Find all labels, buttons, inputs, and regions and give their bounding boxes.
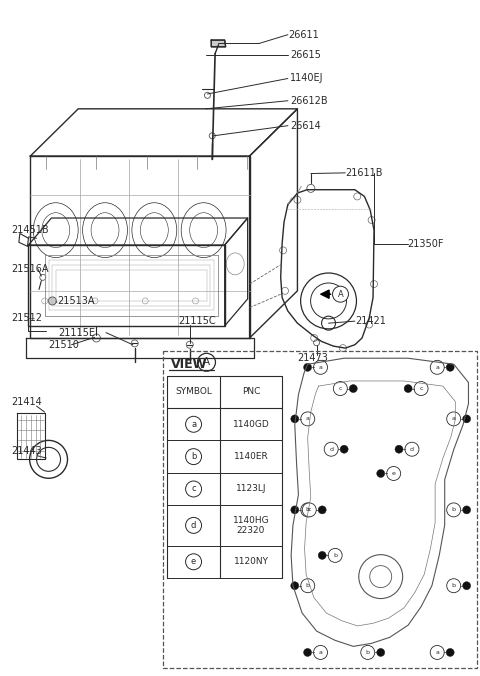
Circle shape [447, 503, 461, 517]
Text: d: d [410, 447, 414, 452]
Circle shape [303, 648, 312, 656]
Circle shape [313, 646, 327, 659]
Circle shape [302, 503, 316, 517]
Circle shape [186, 554, 202, 570]
Text: 1123LJ: 1123LJ [236, 485, 266, 493]
Circle shape [328, 548, 342, 562]
Text: A: A [203, 357, 210, 367]
Circle shape [447, 579, 461, 593]
Circle shape [349, 385, 357, 393]
Text: 26611: 26611 [288, 30, 319, 40]
Circle shape [291, 415, 299, 423]
Text: b: b [452, 508, 456, 512]
Circle shape [395, 445, 403, 453]
Circle shape [405, 442, 419, 456]
Circle shape [414, 381, 428, 395]
Circle shape [324, 442, 338, 456]
Text: 21473: 21473 [298, 354, 328, 363]
Circle shape [291, 582, 299, 589]
Text: 21451B: 21451B [11, 225, 49, 235]
Text: a: a [319, 365, 323, 370]
Text: c: c [308, 508, 311, 512]
Text: 26614: 26614 [290, 121, 321, 130]
Text: 21115C: 21115C [178, 316, 216, 326]
Circle shape [318, 552, 326, 559]
Circle shape [186, 481, 202, 497]
Text: a: a [191, 420, 196, 429]
Text: VIEW: VIEW [170, 358, 207, 371]
Circle shape [333, 286, 348, 302]
Text: b: b [306, 583, 310, 588]
Text: 1140GD: 1140GD [233, 420, 269, 429]
Text: b: b [191, 452, 196, 461]
Text: 21350F: 21350F [408, 239, 444, 249]
Circle shape [301, 503, 315, 517]
Text: a: a [435, 650, 439, 655]
Text: d: d [191, 521, 196, 530]
Text: 1140ER: 1140ER [234, 452, 268, 461]
Circle shape [463, 506, 470, 514]
Circle shape [198, 354, 216, 371]
Circle shape [446, 363, 454, 371]
Circle shape [318, 506, 326, 514]
Text: a: a [435, 365, 439, 370]
Text: 1140EJ: 1140EJ [290, 74, 324, 84]
Text: e: e [392, 471, 396, 476]
Text: SYMBOL: SYMBOL [175, 387, 212, 396]
Circle shape [361, 646, 375, 659]
Circle shape [430, 360, 444, 375]
Text: 21510: 21510 [48, 340, 79, 349]
Text: PNC: PNC [242, 387, 260, 396]
Text: 21513A: 21513A [57, 296, 95, 306]
Text: d: d [329, 447, 333, 452]
Text: 21516A: 21516A [11, 264, 49, 274]
Circle shape [463, 415, 470, 423]
Circle shape [333, 381, 348, 395]
Circle shape [377, 470, 384, 477]
Text: A: A [337, 290, 343, 299]
Text: 21512: 21512 [11, 313, 42, 322]
Text: b: b [452, 583, 456, 588]
Circle shape [186, 449, 202, 464]
Circle shape [291, 506, 299, 514]
Circle shape [301, 412, 315, 426]
Text: a: a [319, 650, 323, 655]
Circle shape [447, 412, 461, 426]
Text: b: b [306, 508, 310, 512]
Text: e: e [191, 557, 196, 566]
Circle shape [301, 579, 315, 593]
Circle shape [404, 385, 412, 393]
Circle shape [377, 648, 384, 656]
Text: a: a [452, 416, 456, 421]
Circle shape [387, 466, 401, 481]
Text: 21443: 21443 [11, 446, 42, 456]
Text: c: c [191, 485, 196, 493]
Text: b: b [366, 650, 370, 655]
Text: 21115E: 21115E [58, 328, 95, 337]
Circle shape [303, 363, 312, 371]
Text: 1120NY: 1120NY [233, 557, 268, 566]
Text: a: a [306, 416, 310, 421]
Circle shape [463, 582, 470, 589]
Text: 21414: 21414 [11, 397, 42, 407]
Text: c: c [420, 386, 423, 391]
Text: 21611B: 21611B [345, 168, 383, 178]
Circle shape [186, 517, 202, 533]
Text: 26615: 26615 [290, 50, 321, 60]
Circle shape [48, 297, 56, 305]
Text: c: c [338, 386, 342, 391]
Circle shape [430, 646, 444, 659]
Circle shape [446, 648, 454, 656]
Text: b: b [333, 553, 337, 558]
Text: 26612B: 26612B [290, 96, 328, 105]
Circle shape [313, 360, 327, 375]
Circle shape [340, 445, 348, 453]
Circle shape [186, 416, 202, 432]
Polygon shape [211, 40, 226, 47]
Text: 21421: 21421 [355, 316, 386, 326]
Text: 1140HG
22320: 1140HG 22320 [233, 516, 269, 535]
